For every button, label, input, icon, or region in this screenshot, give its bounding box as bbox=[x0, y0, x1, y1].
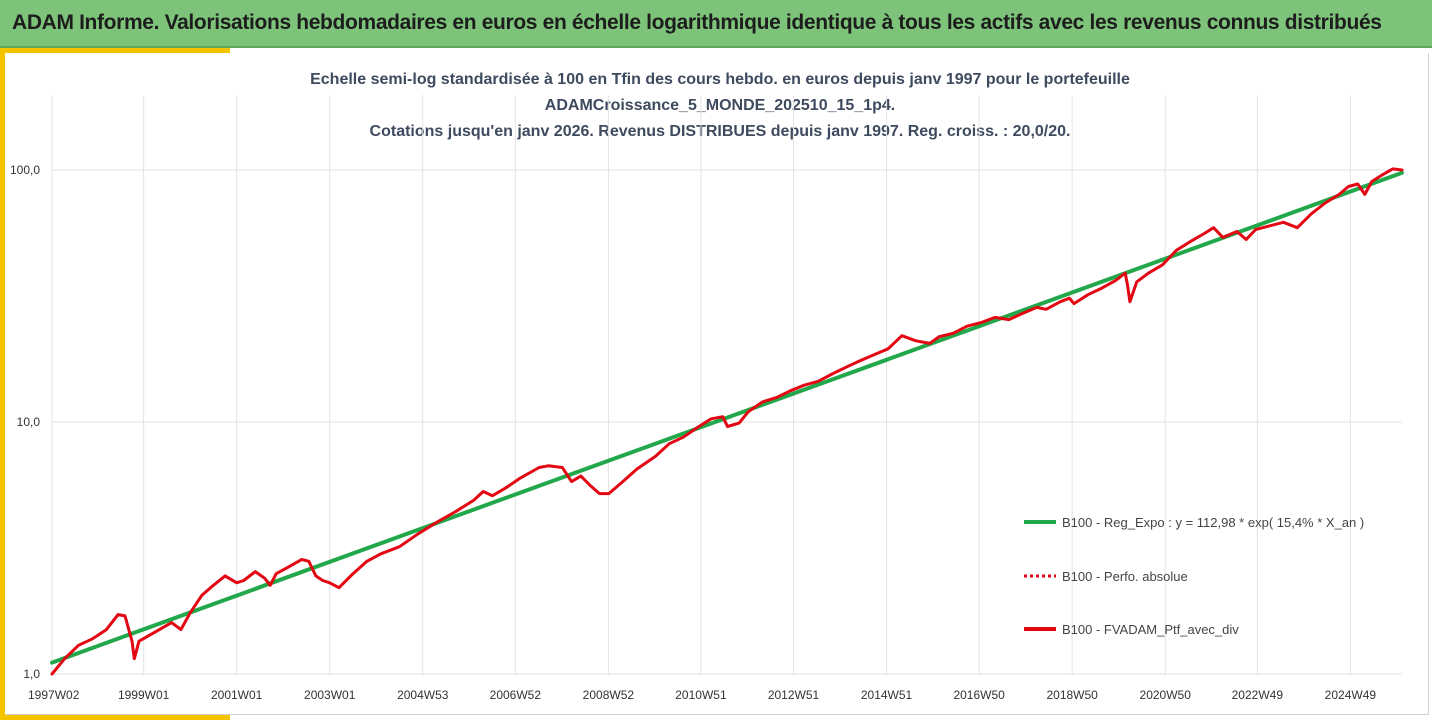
accent-bar-bottom bbox=[0, 715, 230, 720]
x-tick-label-5: 2006W52 bbox=[490, 688, 542, 702]
chart-series bbox=[50, 167, 1404, 676]
x-tick-label-3: 2003W01 bbox=[304, 688, 356, 702]
series-line-0 bbox=[50, 170, 1404, 665]
legend-label-0: B100 - Reg_Expo : y = 112,98 * exp( 15,4… bbox=[1062, 515, 1364, 530]
y-tick-label-0: 1,0 bbox=[23, 667, 40, 681]
chart-title-line-3: Cotations jusqu'en janv 2026. Revenus DI… bbox=[369, 123, 1071, 140]
chart-frame bbox=[5, 53, 1429, 715]
x-tick-label-12: 2020W50 bbox=[1140, 688, 1192, 702]
series-line-2 bbox=[50, 167, 1404, 676]
legend-label-2: B100 - FVADAM_Ptf_avec_div bbox=[1062, 622, 1239, 637]
x-tick-label-13: 2022W49 bbox=[1232, 688, 1284, 702]
chart-title-line-2: ADAMCroissance_5_MONDE_202510_15_1p4. bbox=[544, 97, 896, 114]
x-tick-label-9: 2014W51 bbox=[861, 688, 913, 702]
x-tick-label-7: 2010W51 bbox=[675, 688, 727, 702]
x-tick-label-10: 2016W50 bbox=[953, 688, 1005, 702]
x-tick-label-0: 1997W02 bbox=[28, 688, 80, 702]
x-tick-label-4: 2004W53 bbox=[397, 688, 449, 702]
x-tick-label-14: 2024W49 bbox=[1325, 688, 1377, 702]
accent-bar-top bbox=[0, 48, 230, 53]
chart-legend: B100 - Reg_Expo : y = 112,98 * exp( 15,4… bbox=[1024, 515, 1364, 637]
report-title: ADAM Informe. Valorisations hebdomadaire… bbox=[12, 11, 1382, 34]
x-tick-label-2: 2001W01 bbox=[211, 688, 263, 702]
x-tick-label-1: 1999W01 bbox=[118, 688, 170, 702]
x-axis-ticks: 1997W02 1999W01 2001W01 2003W01 2004W53 2006W… bbox=[28, 688, 1376, 702]
y-tick-label-1: 10,0 bbox=[17, 415, 41, 429]
legend-label-1: B100 - Perfo. absolue bbox=[1062, 569, 1188, 584]
x-tick-label-8: 2012W51 bbox=[768, 688, 820, 702]
chart-grid bbox=[51, 95, 1402, 675]
x-tick-label-6: 2008W52 bbox=[583, 688, 635, 702]
accent-bar-left bbox=[0, 48, 5, 720]
y-axis-ticks: 1,0 10,0 100,0 bbox=[10, 163, 40, 681]
y-tick-label-2: 100,0 bbox=[10, 163, 40, 177]
x-tick-label-11: 2018W50 bbox=[1046, 688, 1098, 702]
chart-title-line-1: Echelle semi-log standardisée à 100 en T… bbox=[310, 71, 1130, 88]
report-banner: ADAM Informe. Valorisations hebdomadaire… bbox=[0, 0, 1432, 48]
